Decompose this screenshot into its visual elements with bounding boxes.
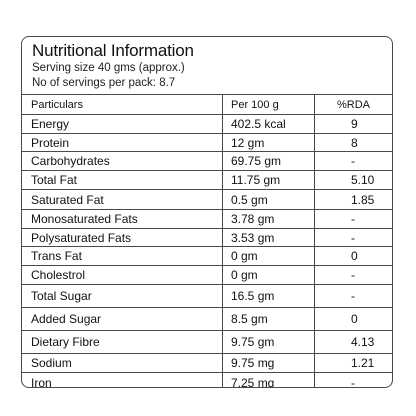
table-row: Saturated Fat 0.5 gm 1.85 — [22, 190, 392, 210]
column-header-per-100g: Per 100 g — [223, 95, 315, 114]
nutrient-rda: 1.85 — [351, 192, 375, 207]
nutrient-rda: 5.10 — [351, 173, 375, 187]
nutrient-name: Cholestrol — [22, 266, 223, 284]
table-row: Energy 402.5 kcal 9 — [22, 115, 392, 134]
nutrient-per-100g: 3.53 gm — [223, 229, 315, 246]
nutrient-per-100g: 12 gm — [223, 134, 315, 151]
table-header-row: Particulars Per 100 g %RDA — [22, 95, 392, 115]
nutrient-name: Total Fat — [22, 171, 223, 189]
nutrient-rda: - — [351, 268, 355, 282]
nutrient-rda: 9 — [351, 117, 358, 131]
nutrient-name: Carbohydrates — [22, 152, 223, 170]
nutrient-name: Saturated Fat — [22, 190, 223, 209]
table-row: Sodium 9.75 mg 1.21 — [22, 354, 392, 373]
nutrient-rda: 0 — [351, 312, 358, 326]
nutrient-per-100g: 16.5 gm — [223, 285, 315, 307]
table-row: Monosaturated Fats 3.78 gm - — [22, 210, 392, 229]
nutrient-per-100g: 402.5 kcal — [223, 115, 315, 133]
nutrient-rda: 4.13 — [351, 335, 375, 349]
nutrient-per-100g: 8.5 gm — [223, 308, 315, 330]
nutrient-rda: - — [351, 289, 355, 303]
nutrient-rda: - — [351, 212, 355, 226]
nutrition-panel: Nutritional Information Serving size 40 … — [21, 36, 393, 388]
nutrient-name: Protein — [22, 134, 223, 151]
nutrient-rda: 1.21 — [351, 356, 375, 370]
nutrient-rda: - — [351, 230, 355, 245]
nutrient-rda: - — [351, 154, 355, 168]
nutrient-name: Added Sugar — [22, 308, 223, 330]
nutrient-per-100g: 7.25 mg — [223, 373, 315, 387]
nutrition-header: Nutritional Information Serving size 40 … — [32, 41, 384, 91]
nutrient-rda: 8 — [351, 135, 358, 150]
nutrient-name: Total Sugar — [22, 285, 223, 307]
table-row: Total Fat 11.75 gm 5.10 — [22, 171, 392, 190]
nutrient-name: Trans Fat — [22, 247, 223, 265]
table-row: Cholestrol 0 gm - — [22, 266, 392, 285]
nutrient-name: Sodium — [22, 354, 223, 372]
nutrient-per-100g: 11.75 gm — [223, 171, 315, 189]
table-row: Total Sugar 16.5 gm - — [22, 285, 392, 308]
nutrient-name: Iron — [22, 373, 223, 387]
nutrition-table: Particulars Per 100 g %RDA Energy 402.5 … — [22, 94, 392, 388]
nutrient-name: Polysaturated Fats — [22, 229, 223, 246]
nutrient-per-100g: 0.5 gm — [223, 190, 315, 209]
table-row: Polysaturated Fats 3.53 gm - — [22, 229, 392, 247]
nutrient-name: Dietary Fibre — [22, 331, 223, 353]
table-row: Added Sugar 8.5 gm 0 — [22, 308, 392, 331]
nutrient-per-100g: 0 gm — [223, 247, 315, 265]
nutrient-per-100g: 9.75 mg — [223, 354, 315, 372]
nutrient-per-100g: 0 gm — [223, 266, 315, 284]
serving-size: Serving size 40 gms (approx.) — [32, 62, 185, 74]
column-header-particulars: Particulars — [22, 95, 223, 114]
nutrient-per-100g: 69.75 gm — [223, 152, 315, 170]
servings-per-pack: No of servings per pack: 8.7 — [32, 77, 176, 89]
nutrition-title: Nutritional Information — [32, 41, 194, 60]
table-row: Carbohydrates 69.75 gm - — [22, 152, 392, 171]
nutrient-per-100g: 9.75 gm — [223, 331, 315, 353]
nutrient-name: Energy — [22, 115, 223, 133]
table-row: Protein 12 gm 8 — [22, 134, 392, 152]
column-header-rda: %RDA — [337, 98, 371, 111]
nutrient-name: Monosaturated Fats — [22, 210, 223, 228]
nutrient-rda: 0 — [351, 249, 358, 263]
table-row: Iron 7.25 mg - — [22, 373, 392, 388]
nutrient-per-100g: 3.78 gm — [223, 210, 315, 228]
nutrient-rda: - — [351, 376, 355, 388]
table-row: Dietary Fibre 9.75 gm 4.13 — [22, 331, 392, 354]
table-row: Trans Fat 0 gm 0 — [22, 247, 392, 266]
